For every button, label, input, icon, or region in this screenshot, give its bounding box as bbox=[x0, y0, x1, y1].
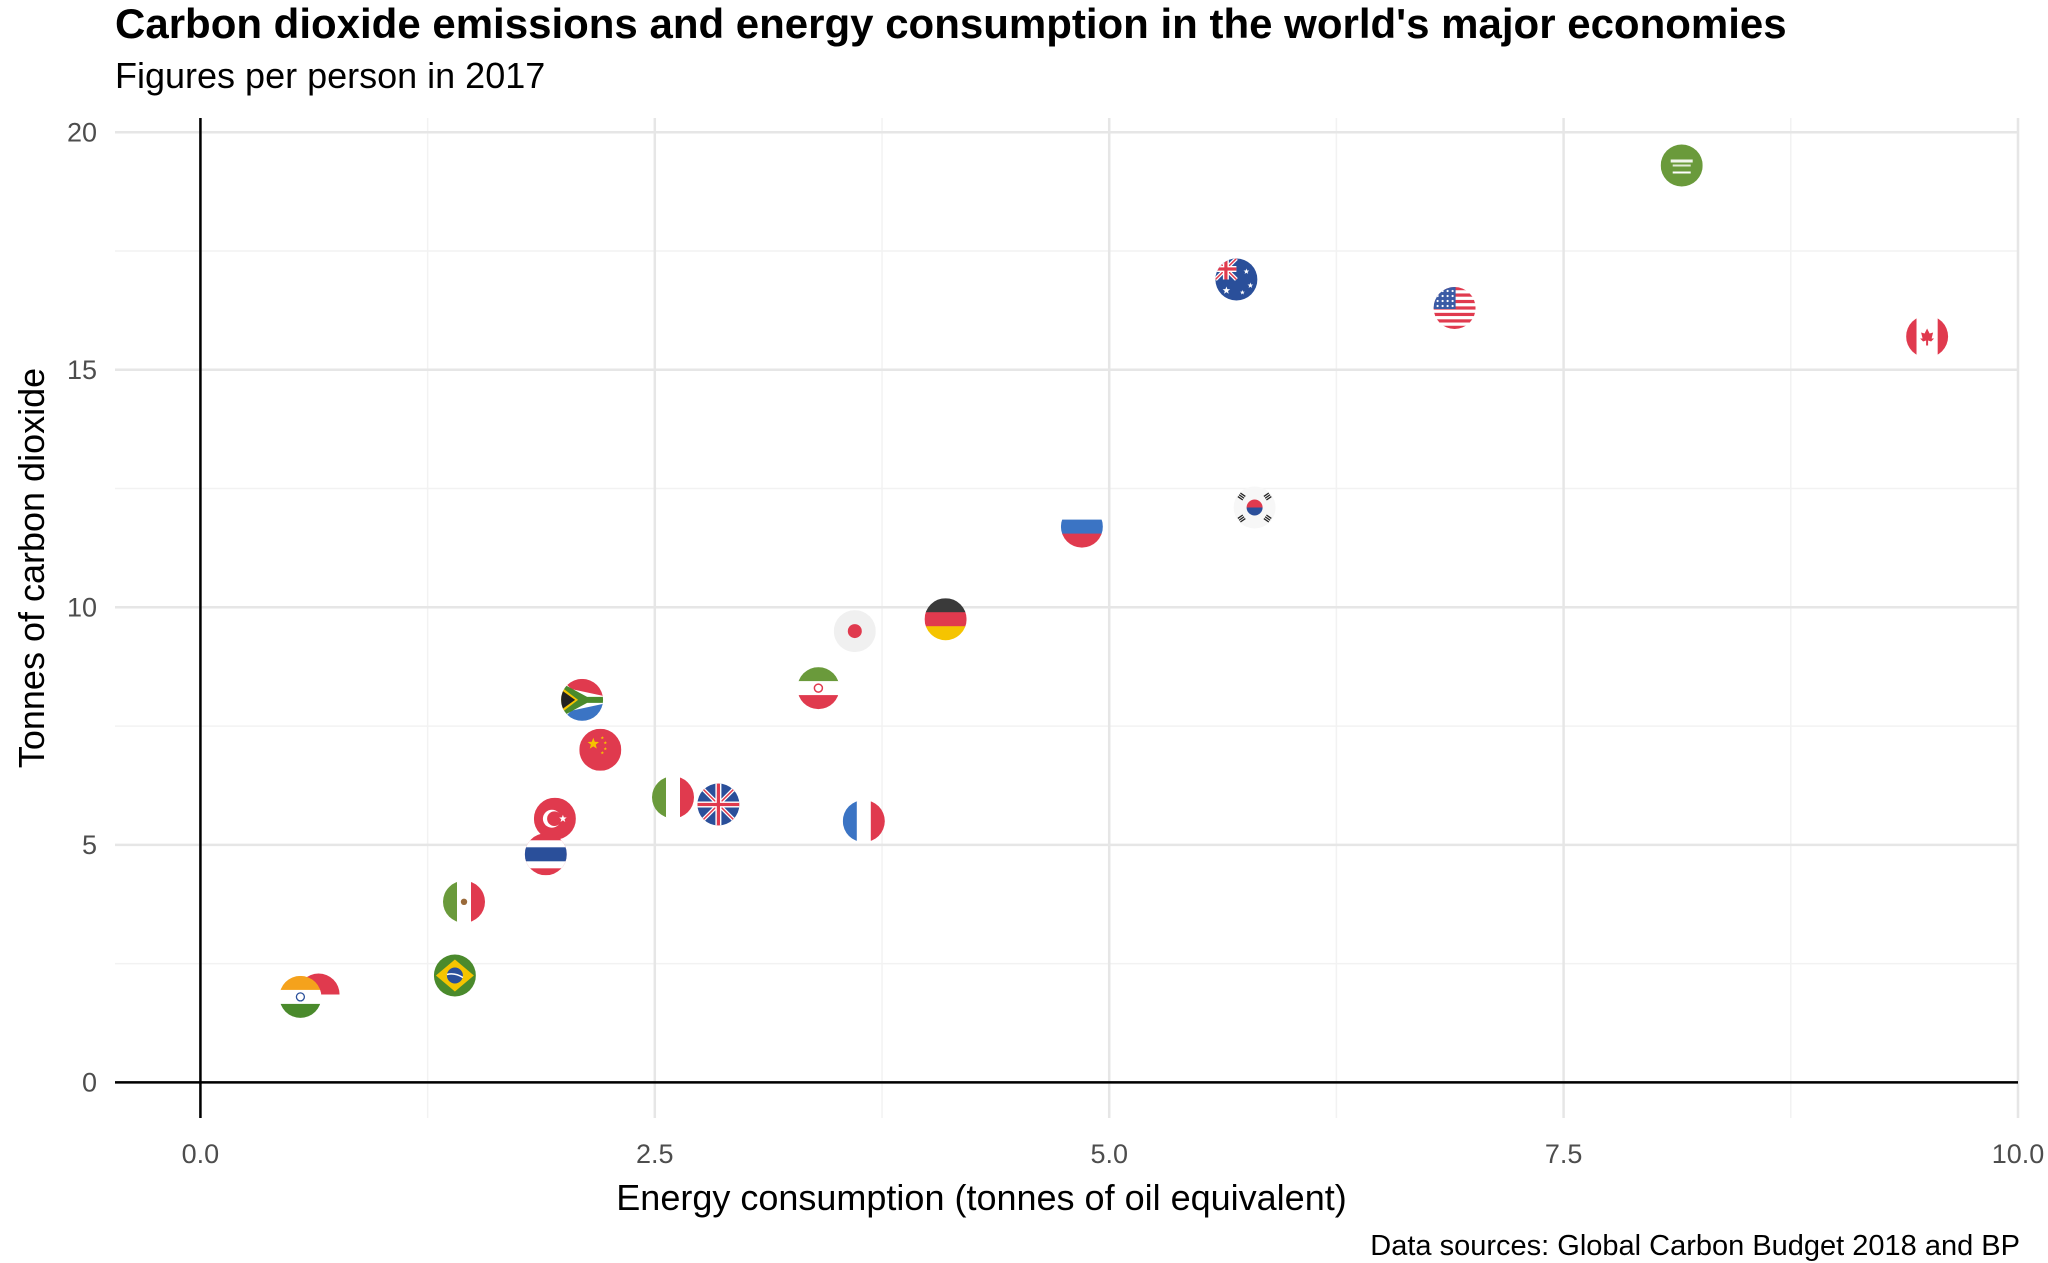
united-states-flag-point bbox=[1433, 287, 1476, 329]
axes bbox=[115, 118, 2018, 1118]
japan-flag-point bbox=[833, 610, 876, 653]
united-states-flag-icon bbox=[1433, 287, 1476, 329]
y-tick-label: 10 bbox=[67, 592, 97, 622]
germany-flag-icon bbox=[924, 598, 967, 641]
south-africa-flag-icon bbox=[561, 678, 604, 721]
south-africa-flag-point bbox=[561, 678, 604, 721]
y-axis-title: Tonnes of carbon dioxide bbox=[11, 368, 52, 768]
russia-flag-icon bbox=[1060, 505, 1103, 548]
iran-flag-icon bbox=[797, 667, 840, 710]
south-korea-flag-icon bbox=[1233, 486, 1276, 529]
united-kingdom-flag-point bbox=[697, 783, 740, 826]
saudi-arabia-flag-point bbox=[1660, 144, 1703, 187]
y-axis-tick-labels: 0 5 10 15 20 bbox=[67, 117, 97, 1097]
india-flag-icon bbox=[279, 975, 322, 1018]
france-flag-point bbox=[842, 800, 885, 843]
data-source-caption: Data sources: Global Carbon Budget 2018 … bbox=[1370, 1230, 2020, 1262]
major-gridlines bbox=[115, 118, 2020, 1118]
turkey-flag-icon bbox=[533, 797, 576, 840]
thailand-flag-point bbox=[524, 833, 567, 876]
italy-flag-icon bbox=[652, 776, 694, 819]
y-tick-label: 5 bbox=[82, 830, 97, 860]
x-tick-label: 10.0 bbox=[1992, 1139, 2045, 1169]
x-axis-tick-labels: 0.0 2.5 5.0 7.5 10.0 bbox=[182, 1139, 2045, 1169]
brazil-flag-icon bbox=[433, 954, 476, 997]
france-flag-icon bbox=[842, 800, 885, 843]
chart-subtitle: Figures per person in 2017 bbox=[115, 55, 546, 96]
thailand-flag-icon bbox=[524, 833, 567, 876]
x-tick-label: 5.0 bbox=[1090, 1139, 1128, 1169]
russia-flag-point bbox=[1060, 505, 1103, 548]
canada-flag-point bbox=[1906, 315, 1949, 358]
canada-flag-icon bbox=[1906, 315, 1949, 358]
mexico-flag-point bbox=[443, 880, 485, 923]
australia-flag-point bbox=[1215, 258, 1258, 301]
australia-flag-icon bbox=[1215, 258, 1258, 301]
united-kingdom-flag-icon bbox=[697, 783, 740, 826]
mexico-flag-icon bbox=[443, 880, 485, 923]
china-flag-icon bbox=[579, 728, 622, 771]
x-tick-label: 2.5 bbox=[636, 1139, 674, 1169]
turkey-flag-point bbox=[533, 797, 576, 840]
india-flag-point bbox=[279, 975, 322, 1018]
y-tick-label: 15 bbox=[67, 355, 97, 385]
italy-flag-point bbox=[652, 776, 694, 819]
y-tick-label: 0 bbox=[82, 1067, 97, 1097]
x-tick-label: 0.0 bbox=[182, 1139, 220, 1169]
data-points bbox=[279, 144, 1949, 1018]
x-tick-label: 7.5 bbox=[1545, 1139, 1583, 1169]
chart-title: Carbon dioxide emissions and energy cons… bbox=[115, 0, 1787, 47]
x-axis-title: Energy consumption (tonnes of oil equiva… bbox=[616, 1177, 1346, 1218]
iran-flag-point bbox=[797, 667, 840, 710]
minor-gridlines bbox=[115, 118, 2018, 1118]
y-tick-label: 20 bbox=[67, 117, 97, 147]
saudi-arabia-flag-icon bbox=[1660, 144, 1703, 187]
china-flag-point bbox=[579, 728, 622, 771]
brazil-flag-point bbox=[433, 954, 476, 997]
south-korea-flag-point bbox=[1233, 486, 1276, 529]
germany-flag-point bbox=[924, 598, 967, 641]
japan-flag-icon bbox=[833, 610, 876, 653]
